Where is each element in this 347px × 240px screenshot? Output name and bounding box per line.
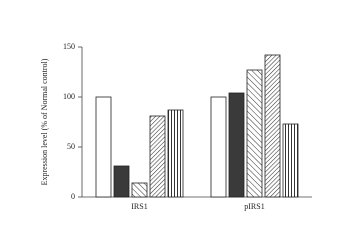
bar xyxy=(246,69,263,198)
chart: Expression level (% of Normal control) 0… xyxy=(40,42,312,211)
bar xyxy=(264,54,281,198)
x-tick-label: pIRS1 xyxy=(244,202,264,211)
bar xyxy=(282,123,299,198)
bar xyxy=(131,182,148,198)
y-tick-label: 0 xyxy=(71,192,75,201)
bar xyxy=(149,115,166,198)
bar xyxy=(228,92,245,198)
bar xyxy=(210,96,227,198)
y-axis-label: Expression level (% of Normal control) xyxy=(40,58,49,185)
x-tick-label: IRS1 xyxy=(131,202,147,211)
y-tick-label: 50 xyxy=(67,142,75,151)
y-tick-label: 100 xyxy=(63,92,75,101)
bar xyxy=(113,165,130,198)
bar xyxy=(95,96,112,198)
y-tick-label: 150 xyxy=(63,42,75,51)
bar xyxy=(167,109,184,198)
